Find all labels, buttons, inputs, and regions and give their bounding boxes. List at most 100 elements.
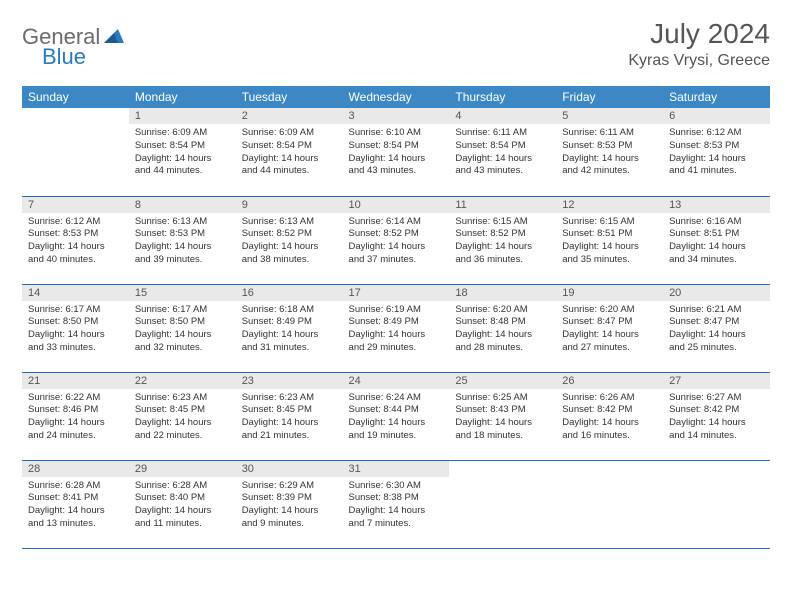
day-number: 25 — [449, 373, 556, 389]
sunset-text: Sunset: 8:50 PM — [28, 316, 123, 329]
logo-text-blue: Blue — [42, 44, 86, 70]
day-number: 4 — [449, 108, 556, 124]
sunset-text: Sunset: 8:53 PM — [562, 140, 657, 153]
sunrise-text: Sunrise: 6:29 AM — [242, 480, 337, 493]
day-number: 23 — [236, 373, 343, 389]
daylight-text: Daylight: 14 hours and 35 minutes. — [562, 241, 657, 267]
daylight-text: Daylight: 14 hours and 43 minutes. — [349, 153, 444, 179]
day-details: Sunrise: 6:20 AMSunset: 8:48 PMDaylight:… — [449, 301, 556, 359]
sunset-text: Sunset: 8:38 PM — [349, 492, 444, 505]
sunrise-text: Sunrise: 6:23 AM — [242, 392, 337, 405]
day-number: 29 — [129, 461, 236, 477]
day-number: 12 — [556, 197, 663, 213]
day-details: Sunrise: 6:17 AMSunset: 8:50 PMDaylight:… — [129, 301, 236, 359]
calendar-cell: 10Sunrise: 6:14 AMSunset: 8:52 PMDayligh… — [343, 196, 450, 284]
day-details: Sunrise: 6:14 AMSunset: 8:52 PMDaylight:… — [343, 213, 450, 271]
daylight-text: Daylight: 14 hours and 14 minutes. — [669, 417, 764, 443]
day-details: Sunrise: 6:28 AMSunset: 8:40 PMDaylight:… — [129, 477, 236, 535]
day-number: 24 — [343, 373, 450, 389]
month-title: July 2024 — [628, 18, 770, 50]
col-tuesday: Tuesday — [236, 86, 343, 108]
sunrise-text: Sunrise: 6:24 AM — [349, 392, 444, 405]
calendar-cell: 24 Sunrise: 6:24 AMSunset: 8:44 PMDayligh… — [343, 372, 450, 460]
sunrise-text: Sunrise: 6:26 AM — [562, 392, 657, 405]
sunset-text: Sunset: 8:45 PM — [242, 404, 337, 417]
calendar-cell — [449, 460, 556, 548]
sunset-text: Sunset: 8:51 PM — [669, 228, 764, 241]
daylight-text: Daylight: 14 hours and 34 minutes. — [669, 241, 764, 267]
sunset-text: Sunset: 8:43 PM — [455, 404, 550, 417]
daylight-text: Daylight: 14 hours and 33 minutes. — [28, 329, 123, 355]
sunset-text: Sunset: 8:48 PM — [455, 316, 550, 329]
calendar-cell: 18Sunrise: 6:20 AMSunset: 8:48 PMDayligh… — [449, 284, 556, 372]
location: Kyras Vrysi, Greece — [628, 52, 770, 70]
calendar-row: 14Sunrise: 6:17 AMSunset: 8:50 PMDayligh… — [22, 284, 770, 372]
calendar-cell: 26Sunrise: 6:26 AMSunset: 8:42 PMDayligh… — [556, 372, 663, 460]
daylight-text: Daylight: 14 hours and 44 minutes. — [135, 153, 230, 179]
day-number: 31 — [343, 461, 450, 477]
sunset-text: Sunset: 8:47 PM — [669, 316, 764, 329]
daylight-text: Daylight: 14 hours and 13 minutes. — [28, 505, 123, 531]
sunset-text: Sunset: 8:53 PM — [669, 140, 764, 153]
day-number: 28 — [22, 461, 129, 477]
day-details: Sunrise: 6:15 AMSunset: 8:52 PMDaylight:… — [449, 213, 556, 271]
sunset-text: Sunset: 8:52 PM — [455, 228, 550, 241]
day-details: Sunrise: 6:17 AMSunset: 8:50 PMDaylight:… — [22, 301, 129, 359]
sunset-text: Sunset: 8:45 PM — [135, 404, 230, 417]
day-number: 11 — [449, 197, 556, 213]
sunset-text: Sunset: 8:53 PM — [135, 228, 230, 241]
calendar-body: 1Sunrise: 6:09 AMSunset: 8:54 PMDaylight… — [22, 108, 770, 548]
sunset-text: Sunset: 8:46 PM — [28, 404, 123, 417]
sunrise-text: Sunrise: 6:14 AM — [349, 216, 444, 229]
day-number: 10 — [343, 197, 450, 213]
day-details: Sunrise: 6:09 AMSunset: 8:54 PMDaylight:… — [129, 124, 236, 182]
day-number: 7 — [22, 197, 129, 213]
sunset-text: Sunset: 8:42 PM — [669, 404, 764, 417]
sunrise-text: Sunrise: 6:09 AM — [135, 127, 230, 140]
sunset-text: Sunset: 8:44 PM — [349, 404, 444, 417]
calendar-cell: 28Sunrise: 6:28 AMSunset: 8:41 PMDayligh… — [22, 460, 129, 548]
day-details: Sunrise: 6:10 AMSunset: 8:54 PMDaylight:… — [343, 124, 450, 182]
calendar-cell: 31Sunrise: 6:30 AMSunset: 8:38 PMDayligh… — [343, 460, 450, 548]
sunrise-text: Sunrise: 6:19 AM — [349, 304, 444, 317]
day-number: 9 — [236, 197, 343, 213]
calendar-cell: 2Sunrise: 6:09 AMSunset: 8:54 PMDaylight… — [236, 108, 343, 196]
calendar-cell: 30Sunrise: 6:29 AMSunset: 8:39 PMDayligh… — [236, 460, 343, 548]
day-number: 3 — [343, 108, 450, 124]
day-number: 26 — [556, 373, 663, 389]
calendar-cell: 7Sunrise: 6:12 AMSunset: 8:53 PMDaylight… — [22, 196, 129, 284]
sunset-text: Sunset: 8:49 PM — [349, 316, 444, 329]
sunrise-text: Sunrise: 6:30 AM — [349, 480, 444, 493]
day-details: Sunrise: 6:25 AMSunset: 8:43 PMDaylight:… — [449, 389, 556, 447]
calendar-row: 28Sunrise: 6:28 AMSunset: 8:41 PMDayligh… — [22, 460, 770, 548]
day-details: Sunrise: 6:28 AMSunset: 8:41 PMDaylight:… — [22, 477, 129, 535]
sunset-text: Sunset: 8:42 PM — [562, 404, 657, 417]
daylight-text: Daylight: 14 hours and 16 minutes. — [562, 417, 657, 443]
sunrise-text: Sunrise: 6:28 AM — [135, 480, 230, 493]
day-number: 14 — [22, 285, 129, 301]
daylight-text: Daylight: 14 hours and 27 minutes. — [562, 329, 657, 355]
daylight-text: Daylight: 14 hours and 43 minutes. — [455, 153, 550, 179]
calendar-cell: 22Sunrise: 6:23 AMSunset: 8:45 PMDayligh… — [129, 372, 236, 460]
day-number: 15 — [129, 285, 236, 301]
calendar-cell: 8Sunrise: 6:13 AMSunset: 8:53 PMDaylight… — [129, 196, 236, 284]
sunset-text: Sunset: 8:49 PM — [242, 316, 337, 329]
calendar-cell: 11Sunrise: 6:15 AMSunset: 8:52 PMDayligh… — [449, 196, 556, 284]
daylight-text: Daylight: 14 hours and 19 minutes. — [349, 417, 444, 443]
daylight-text: Daylight: 14 hours and 11 minutes. — [135, 505, 230, 531]
title-block: July 2024 Kyras Vrysi, Greece — [628, 18, 770, 70]
calendar-cell — [22, 108, 129, 196]
day-details: Sunrise: 6:23 AMSunset: 8:45 PMDaylight:… — [129, 389, 236, 447]
day-details: Sunrise: 6:27 AMSunset: 8:42 PMDaylight:… — [663, 389, 770, 447]
daylight-text: Daylight: 14 hours and 24 minutes. — [28, 417, 123, 443]
col-friday: Friday — [556, 86, 663, 108]
daylight-text: Daylight: 14 hours and 9 minutes. — [242, 505, 337, 531]
day-details: Sunrise: 6:18 AMSunset: 8:49 PMDaylight:… — [236, 301, 343, 359]
calendar-cell: 9Sunrise: 6:13 AMSunset: 8:52 PMDaylight… — [236, 196, 343, 284]
day-number: 19 — [556, 285, 663, 301]
sunset-text: Sunset: 8:51 PM — [562, 228, 657, 241]
sunset-text: Sunset: 8:54 PM — [349, 140, 444, 153]
day-details: Sunrise: 6:15 AMSunset: 8:51 PMDaylight:… — [556, 213, 663, 271]
day-details: Sunrise: 6:26 AMSunset: 8:42 PMDaylight:… — [556, 389, 663, 447]
calendar-cell: 20Sunrise: 6:21 AMSunset: 8:47 PMDayligh… — [663, 284, 770, 372]
